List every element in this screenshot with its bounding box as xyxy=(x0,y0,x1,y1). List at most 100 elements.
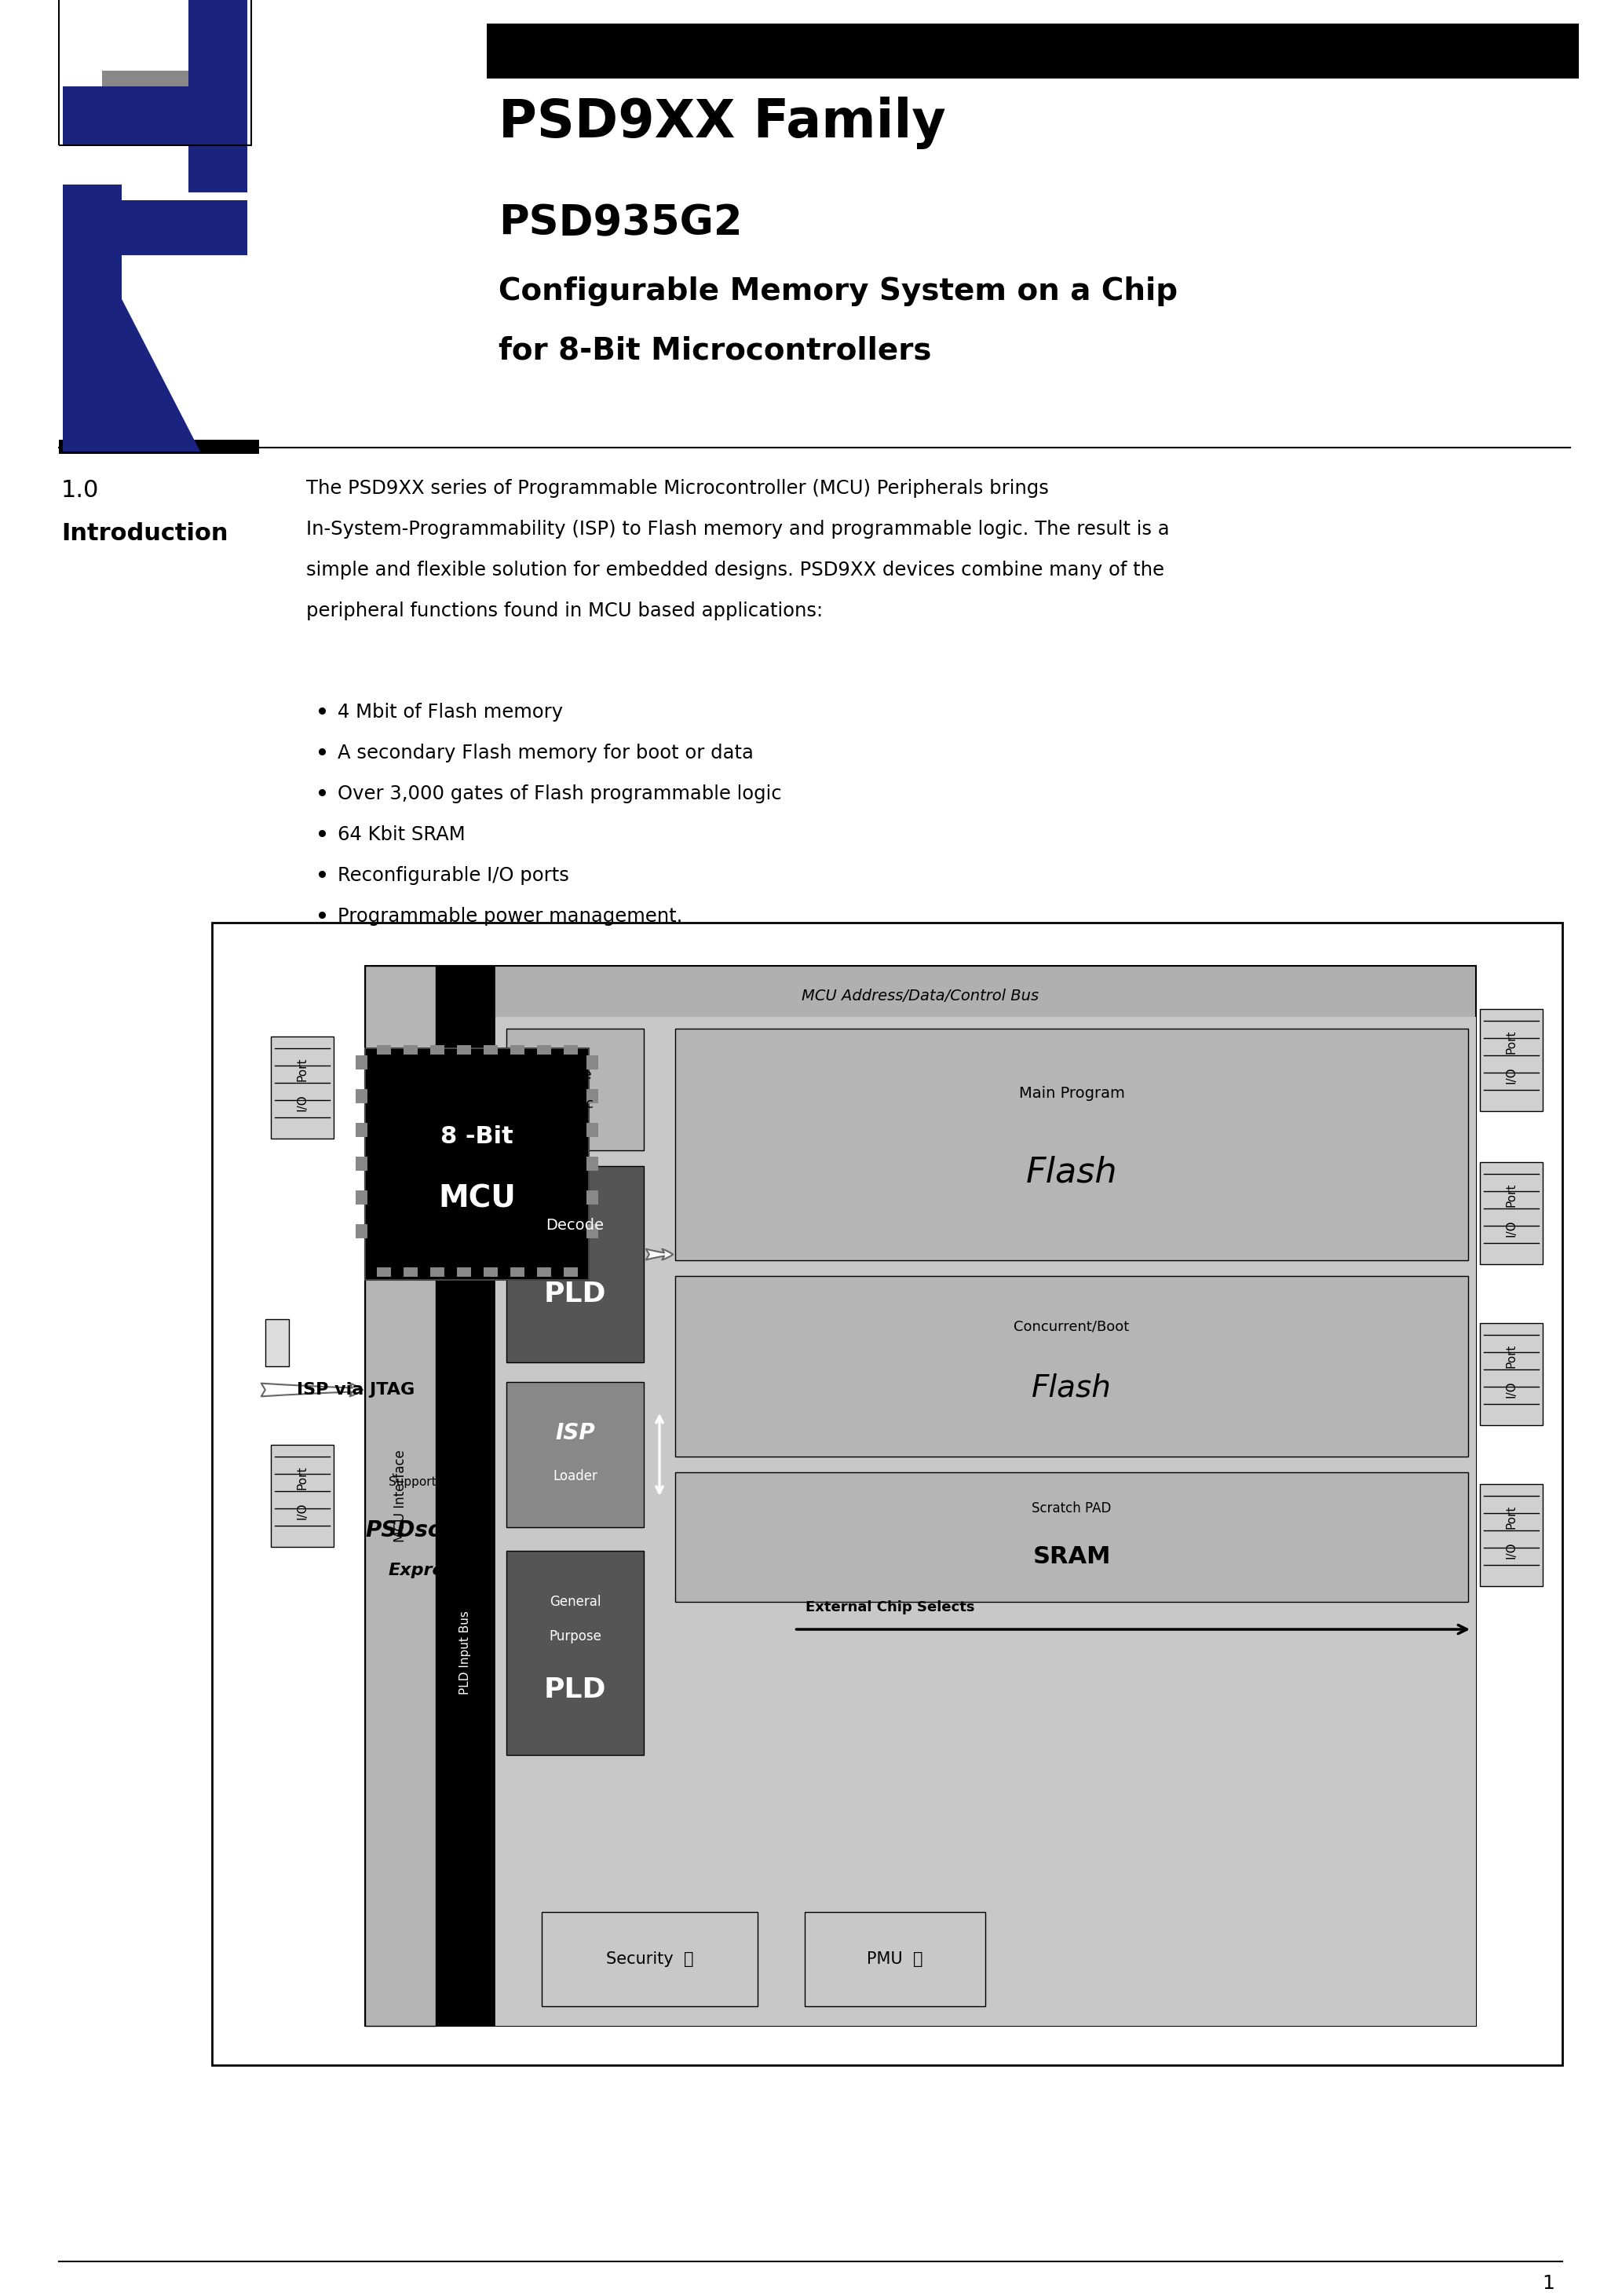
Text: 8 -Bit: 8 -Bit xyxy=(441,1125,513,1148)
Bar xyxy=(805,1913,985,2007)
Text: Port: Port xyxy=(297,1465,308,1490)
Bar xyxy=(355,1088,368,1104)
Bar xyxy=(495,1017,1476,2025)
Text: Over 3,000 gates of Flash programmable logic: Over 3,000 gates of Flash programmable l… xyxy=(337,785,782,804)
Text: Logic: Logic xyxy=(556,1097,594,1111)
Text: I/O: I/O xyxy=(1505,1380,1517,1398)
Text: for 8-Bit Microcontrollers: for 8-Bit Microcontrollers xyxy=(498,335,931,365)
Text: Express: Express xyxy=(389,1564,466,1577)
Bar xyxy=(1479,1483,1543,1587)
Bar xyxy=(587,1088,599,1104)
Text: PLD: PLD xyxy=(543,1676,607,1704)
Bar xyxy=(58,0,251,145)
Text: I/O: I/O xyxy=(1505,1068,1517,1084)
Text: Configurable Memory System on a Chip: Configurable Memory System on a Chip xyxy=(498,276,1178,305)
Bar xyxy=(483,1045,498,1054)
Polygon shape xyxy=(63,184,200,452)
Text: External Chip Selects: External Chip Selects xyxy=(806,1600,975,1614)
Bar xyxy=(188,0,247,193)
Text: I/O: I/O xyxy=(1505,1219,1517,1238)
Text: ISP via JTAG: ISP via JTAG xyxy=(297,1382,415,1398)
Bar xyxy=(271,1035,334,1139)
Bar xyxy=(675,1472,1468,1603)
Bar xyxy=(1479,1162,1543,1265)
Text: I/O: I/O xyxy=(297,1502,308,1520)
Bar xyxy=(404,1045,418,1054)
Bar xyxy=(1479,1008,1543,1111)
Text: Main Program: Main Program xyxy=(1019,1086,1124,1102)
Bar xyxy=(537,1045,551,1054)
Text: Introduction: Introduction xyxy=(62,521,229,544)
Bar xyxy=(355,1157,368,1171)
Text: ISP: ISP xyxy=(555,1421,595,1444)
Bar xyxy=(365,1049,589,1279)
Text: General: General xyxy=(550,1596,600,1609)
Text: Security  🔒: Security 🔒 xyxy=(607,1952,694,1968)
Text: peripheral functions found in MCU based applications:: peripheral functions found in MCU based … xyxy=(307,602,822,620)
Bar xyxy=(587,1189,599,1205)
Text: Port: Port xyxy=(1505,1182,1517,1208)
Bar xyxy=(63,200,247,255)
Bar xyxy=(365,967,436,2025)
Text: Concurrent/Boot: Concurrent/Boot xyxy=(1014,1320,1129,1334)
Bar xyxy=(587,1056,599,1070)
Text: I/O: I/O xyxy=(297,1095,308,1111)
Text: I/O: I/O xyxy=(1505,1543,1517,1559)
Text: A secondary Flash memory for boot or data: A secondary Flash memory for boot or dat… xyxy=(337,744,754,762)
Bar xyxy=(506,1166,644,1362)
Text: 1: 1 xyxy=(1543,2273,1554,2294)
Text: Port: Port xyxy=(297,1056,308,1081)
Bar xyxy=(355,1123,368,1137)
Text: The PSD9XX series of Programmable Microcontroller (MCU) Peripherals brings: The PSD9XX series of Programmable Microc… xyxy=(307,480,1049,498)
Bar xyxy=(675,1029,1468,1261)
Text: Reconfigurable I/O ports: Reconfigurable I/O ports xyxy=(337,866,569,884)
Bar xyxy=(675,1277,1468,1456)
Bar xyxy=(457,1045,470,1054)
Bar xyxy=(587,1224,599,1238)
Bar xyxy=(1479,1322,1543,1426)
Text: Decode: Decode xyxy=(547,1217,603,1233)
Bar xyxy=(564,1045,577,1054)
Bar xyxy=(58,441,260,455)
Text: Page: Page xyxy=(558,1068,592,1081)
Text: PLD: PLD xyxy=(543,1281,607,1306)
Bar xyxy=(542,1913,757,2007)
Bar xyxy=(506,1550,644,1754)
Bar xyxy=(365,967,1476,2025)
Text: 1.0: 1.0 xyxy=(62,480,99,503)
Bar xyxy=(457,1267,470,1277)
Bar xyxy=(63,87,247,145)
Text: MCU: MCU xyxy=(438,1185,516,1215)
Text: Purpose: Purpose xyxy=(548,1630,602,1644)
Bar xyxy=(355,1056,368,1070)
Text: Supported: Supported xyxy=(389,1476,451,1488)
Bar xyxy=(63,184,122,319)
Text: Port: Port xyxy=(1505,1029,1517,1054)
Text: In-System-Programmability (ISP) to Flash memory and programmable logic. The resu: In-System-Programmability (ISP) to Flash… xyxy=(307,519,1169,540)
Text: simple and flexible solution for embedded designs. PSD9XX devices combine many o: simple and flexible solution for embedde… xyxy=(307,560,1165,579)
Bar xyxy=(587,1157,599,1171)
Bar xyxy=(587,1123,599,1137)
Text: PMU  🧂: PMU 🧂 xyxy=(866,1952,923,1968)
Bar xyxy=(537,1267,551,1277)
Bar xyxy=(355,1224,368,1238)
Bar xyxy=(564,1267,577,1277)
Bar xyxy=(436,967,495,2025)
Text: 4 Mbit of Flash memory: 4 Mbit of Flash memory xyxy=(337,703,563,721)
Text: PLD Input Bus: PLD Input Bus xyxy=(459,1612,470,1694)
Text: MCU Address/Data/Control Bus: MCU Address/Data/Control Bus xyxy=(801,987,1040,1003)
Bar xyxy=(483,1267,498,1277)
Text: Scratch PAD: Scratch PAD xyxy=(1032,1502,1111,1515)
Text: 64 Kbit SRAM: 64 Kbit SRAM xyxy=(337,824,466,845)
Bar xyxy=(511,1045,524,1054)
Bar xyxy=(266,1320,289,1366)
Bar xyxy=(355,1189,368,1205)
Bar xyxy=(487,23,1578,78)
Bar xyxy=(506,1029,644,1150)
Text: Loader: Loader xyxy=(553,1469,597,1483)
Bar xyxy=(212,923,1562,2064)
Text: PSD935G2: PSD935G2 xyxy=(498,202,743,243)
Text: Port: Port xyxy=(1505,1343,1517,1368)
Bar xyxy=(506,1382,644,1527)
Bar xyxy=(271,1444,334,1548)
